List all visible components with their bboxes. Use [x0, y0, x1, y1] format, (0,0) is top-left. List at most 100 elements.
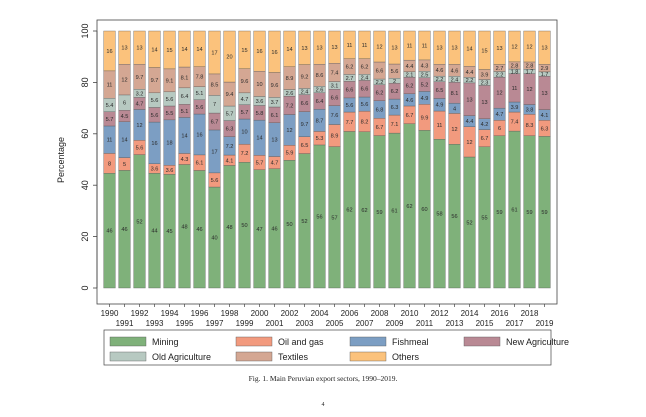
x-tick-label: 2009	[386, 319, 404, 328]
data-label: 52	[301, 219, 307, 225]
data-label: 3.8	[526, 107, 534, 113]
data-label: 6	[123, 101, 126, 107]
data-label: 2.6	[316, 88, 324, 94]
bar-segment	[493, 30, 506, 65]
data-label: 13	[136, 46, 142, 52]
data-label: 6.5	[436, 88, 444, 94]
legend-label: Mining	[152, 337, 179, 347]
data-label: 13	[436, 46, 442, 52]
data-label: 8.9	[286, 76, 294, 82]
data-label: 16	[256, 49, 262, 55]
data-label: 15	[166, 48, 172, 54]
data-label: 6.3	[541, 126, 549, 132]
data-label: 8	[108, 161, 111, 167]
data-label: 9.2	[301, 75, 309, 81]
data-label: 2.4	[361, 75, 369, 81]
data-label: 4.7	[496, 112, 504, 118]
data-label: 5.6	[136, 145, 144, 151]
data-label: 17	[211, 50, 217, 56]
data-label: 6.6	[331, 95, 339, 101]
data-label: 12	[121, 78, 127, 84]
data-label: 14	[466, 47, 472, 53]
data-label: 6.7	[211, 120, 219, 126]
data-label: 11	[512, 86, 518, 92]
data-label: 16	[151, 141, 157, 147]
data-label: 12	[526, 44, 532, 50]
data-label: 47	[256, 227, 262, 233]
data-label: 40	[211, 236, 217, 242]
data-label: 11	[437, 123, 443, 129]
data-label: 7.8	[196, 75, 204, 81]
bar-segment	[448, 30, 461, 65]
data-label: 4.6	[406, 98, 414, 104]
y-tick-label: 80	[80, 77, 90, 87]
data-label: 13	[541, 46, 547, 52]
bar-segment	[418, 30, 431, 61]
y-tick-label: 20	[80, 232, 90, 242]
data-label: 9.7	[151, 78, 159, 84]
x-tick-label: 1998	[221, 309, 239, 318]
data-label: 3.9	[511, 105, 519, 111]
data-label: 5.7	[241, 110, 249, 116]
data-label: 60	[421, 207, 427, 213]
data-label: 2.7	[496, 66, 504, 72]
x-tick-label: 2010	[401, 309, 419, 318]
data-label: 13	[316, 46, 322, 52]
data-label: 4.4	[466, 119, 474, 125]
data-label: 6.7	[481, 136, 489, 142]
data-label: 8.3	[526, 123, 534, 129]
data-label: 62	[406, 204, 412, 210]
data-label: 2.8	[511, 63, 519, 69]
data-label: 8.2	[361, 119, 369, 125]
data-label: 11	[407, 44, 413, 50]
data-label: 4.4	[466, 70, 474, 76]
data-label: 13	[451, 46, 457, 52]
data-label: 7.2	[241, 151, 249, 157]
bar-segment	[328, 30, 341, 64]
bar-segment	[118, 30, 131, 65]
data-label: 5.3	[316, 136, 324, 142]
figure-caption: Fig. 1. Main Peruvian export sectors, 19…	[248, 374, 398, 383]
data-label: 6.3	[391, 105, 399, 111]
bar-segment	[463, 30, 476, 67]
legend-swatch	[349, 351, 387, 362]
data-label: 2.4	[301, 90, 309, 96]
legend-label: Others	[392, 352, 420, 362]
legend-label: Oil and gas	[278, 337, 324, 347]
data-label: 3.7	[271, 100, 279, 106]
data-label: 8.9	[331, 134, 339, 140]
data-label: 11	[107, 138, 113, 144]
data-label: 4.3	[421, 64, 429, 70]
bars-layer: 468115.75.41116465144.561213525.6124.73.…	[103, 30, 551, 289]
data-label: 3.6	[256, 99, 264, 105]
data-label: 6.6	[301, 101, 309, 107]
x-tick-label: 2005	[326, 319, 344, 328]
legend-label: Fishmeal	[392, 337, 429, 347]
data-label: 13	[271, 138, 277, 144]
data-label: 12	[136, 123, 142, 129]
data-label: 4.1	[226, 158, 234, 164]
bar-segment	[238, 30, 251, 69]
data-label: 2.8	[526, 64, 534, 70]
data-label: 4.6	[451, 68, 459, 74]
legend-swatch	[109, 351, 147, 362]
x-tick-label: 2017	[506, 319, 524, 328]
data-label: 2.2	[496, 72, 504, 78]
data-label: 5.6	[166, 97, 174, 103]
data-label: 50	[286, 222, 292, 228]
data-label: 13	[121, 46, 127, 52]
data-label: 8.5	[211, 83, 219, 89]
data-label: 3.1	[331, 83, 339, 89]
data-label: 17	[211, 149, 217, 155]
data-label: 44	[151, 229, 157, 235]
data-label: 4	[453, 106, 456, 112]
x-tick-label: 1990	[101, 309, 119, 318]
data-label: 7.2	[286, 103, 294, 109]
data-label: 12	[286, 128, 292, 134]
bar-segment	[178, 30, 191, 68]
data-label: 4.4	[406, 64, 414, 70]
data-label: 5.7	[106, 117, 114, 123]
data-label: 12	[451, 127, 457, 133]
data-label: 5.1	[196, 91, 204, 97]
x-tick-label: 2012	[431, 309, 449, 318]
